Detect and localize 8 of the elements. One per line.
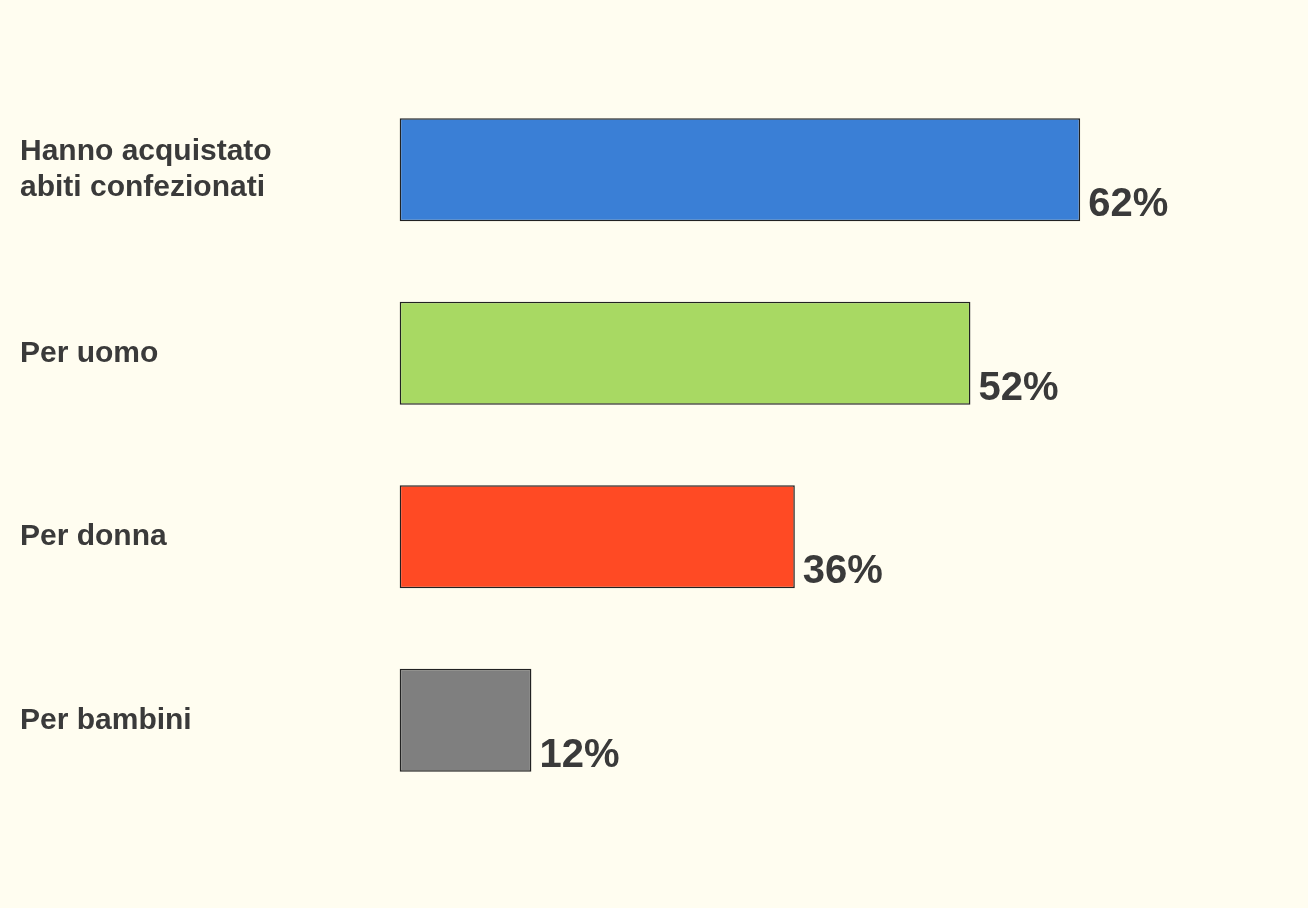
data-label: 52%	[978, 363, 1059, 408]
y-tick-label: Hanno acquistato abiti confezionati	[20, 133, 272, 203]
data-label: 36%	[802, 547, 883, 592]
y-tick-label: Per donna	[20, 518, 167, 552]
y-tick-label: Per uomo	[20, 334, 159, 368]
data-label: 12%	[539, 730, 620, 775]
data-label: 62%	[1088, 180, 1169, 225]
y-tick-label: Per bambini	[20, 701, 192, 735]
